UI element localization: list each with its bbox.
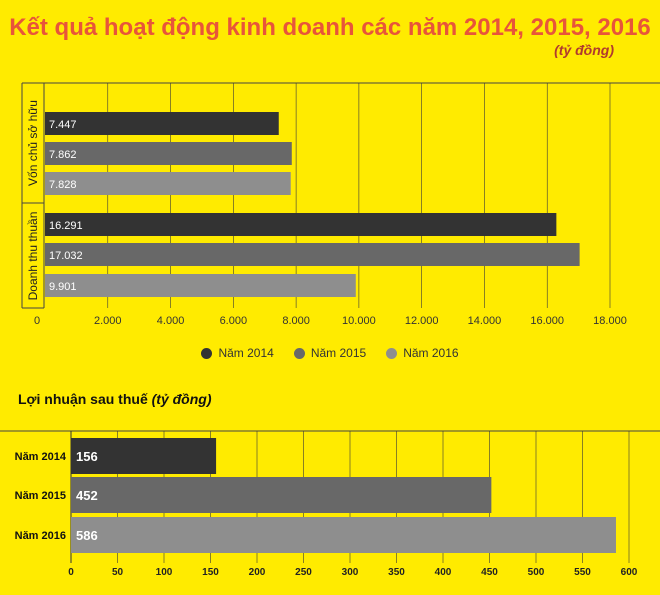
bar [45,213,557,236]
x-tick-label: 18.000 [593,315,627,327]
x-tick-label: 2.000 [94,315,122,327]
data-label: 7.828 [49,179,77,191]
category-label: Năm 2016 [15,530,66,542]
chart-title: Kết quả hoạt động kinh doanh các năm 201… [9,14,651,41]
chart-unit: (tỷ đồng) [554,42,614,58]
bar [45,274,356,297]
bar [45,112,279,135]
legend-swatch-2014 [201,347,213,359]
x-tick-label: 10.000 [342,315,376,327]
legend-swatch-2015 [293,347,305,359]
profit-chart-title: Lợi nhuận sau thuế (tỷ đồng) [18,391,212,407]
x-tick-label: 4.000 [157,315,185,327]
bar [71,438,217,474]
x-tick-label: 0 [68,567,74,578]
data-label: 16.291 [49,220,83,232]
legend-label-2014: Năm 2014 [218,346,274,360]
x-tick-label: 100 [156,567,173,578]
legend: Năm 2014 Năm 2015 Năm 2016 [0,346,660,360]
bar [45,172,291,195]
legend-label-2015: Năm 2015 [310,346,367,360]
data-label: 586 [76,528,98,543]
x-tick-label: 450 [481,567,498,578]
x-tick-label: 50 [112,567,124,578]
legend-swatch-2016 [386,347,398,359]
x-tick-label: 0 [34,315,40,327]
x-tick-label: 8.000 [282,315,310,327]
bar [45,142,292,165]
x-tick-label: 600 [621,567,638,578]
group-label: Vốn chủ sở hữu [26,100,40,186]
x-tick-label: 250 [295,567,312,578]
category-label: Năm 2014 [15,451,67,463]
legend-label-2016: Năm 2016 [403,346,459,360]
data-label: 452 [76,488,98,503]
data-label: 7.447 [49,119,77,131]
data-label: 7.862 [49,149,77,161]
legend-item-2014: Năm 2014 [201,346,274,360]
profit-unit-text: (tỷ đồng) [151,391,212,407]
x-tick-label: 400 [435,567,452,578]
x-tick-label: 200 [249,567,266,578]
data-label: 17.032 [49,250,83,262]
x-tick-label: 12.000 [405,315,439,327]
data-label: 156 [76,449,98,464]
legend-item-2015: Năm 2015 [293,346,367,360]
x-tick-label: 500 [528,567,545,578]
x-tick-label: 300 [342,567,359,578]
x-tick-label: 16.000 [530,315,564,327]
group-label: Doanh thu thuần [26,212,40,301]
x-tick-label: 350 [388,567,405,578]
category-label: Năm 2015 [15,490,66,502]
x-tick-label: 6.000 [220,315,248,327]
data-label: 9.901 [49,281,77,293]
x-tick-label: 550 [574,567,591,578]
bar [45,243,580,266]
x-tick-label: 150 [202,567,219,578]
legend-item-2016: Năm 2016 [386,346,459,360]
bar [71,477,492,513]
profit-title-text: Lợi nhuận sau thuế [18,391,148,407]
x-tick-label: 14.000 [468,315,502,327]
bar [71,517,616,553]
